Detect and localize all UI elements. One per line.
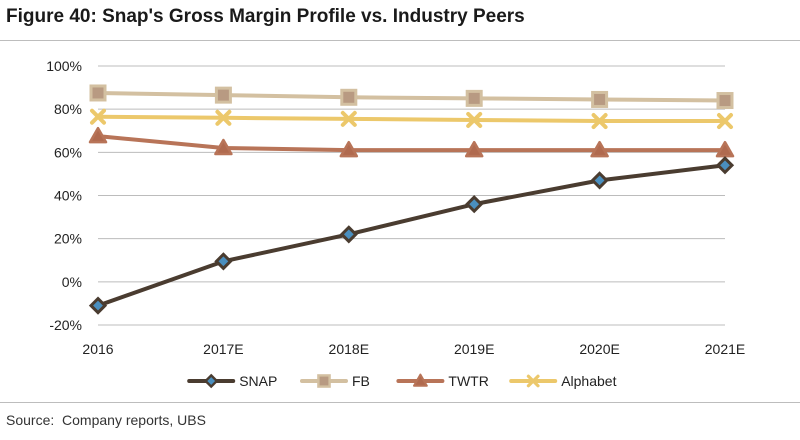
fb-point <box>89 84 107 102</box>
alphabet-point <box>215 109 232 126</box>
snap-point <box>88 296 108 315</box>
legend-swatch-marker <box>203 373 219 389</box>
alphabet-line <box>96 114 727 124</box>
y-tick-label: 0% <box>62 274 82 290</box>
y-tick-label: 40% <box>54 188 82 204</box>
snap-line <box>96 163 727 308</box>
twtr-point <box>464 140 484 158</box>
x-tick-label: 2016 <box>82 341 113 357</box>
fb-point <box>465 89 483 107</box>
legend-swatch-marker <box>317 374 331 388</box>
top-divider <box>0 40 800 41</box>
y-tick-label: -20% <box>49 317 82 333</box>
snap-point <box>590 171 609 190</box>
fb-point <box>591 90 609 108</box>
legend-item-snap: SNAP <box>187 373 277 389</box>
figure-title: Figure 40: Snap's Gross Margin Profile v… <box>6 6 525 27</box>
legend-swatch-marker <box>413 373 428 387</box>
legend-label: FB <box>352 373 370 389</box>
series-twtr <box>88 126 735 158</box>
alphabet-point <box>591 113 608 130</box>
legend-label: Alphabet <box>561 373 616 389</box>
snap-point <box>339 225 358 244</box>
series-alphabet <box>90 108 733 130</box>
alphabet-point <box>340 110 357 127</box>
snap-point <box>465 195 484 214</box>
series-fb <box>89 84 734 110</box>
legend-label: SNAP <box>239 373 277 389</box>
series-snap <box>88 156 735 315</box>
source-note: Source: Company reports, UBS <box>6 412 206 428</box>
y-tick-label: 20% <box>54 231 82 247</box>
alphabet-point <box>90 108 106 125</box>
legend-item-twtr: TWTR <box>396 373 489 389</box>
legend-item-alphabet: Alphabet <box>509 373 617 389</box>
bottom-divider <box>0 402 800 403</box>
alphabet-point <box>717 113 733 130</box>
x-tick-label: 2017E <box>203 341 243 357</box>
twtr-point <box>214 138 233 156</box>
fb-line <box>96 90 727 103</box>
twtr-point <box>339 140 359 158</box>
x-tick-label: 2018E <box>329 341 369 357</box>
legend-item-fb: FB <box>300 373 370 389</box>
x-tick-label: 2021E <box>705 341 745 357</box>
fb-point <box>716 92 734 110</box>
twtr-point <box>590 140 609 158</box>
legend-label: TWTR <box>448 373 488 389</box>
twtr-point <box>88 126 108 144</box>
legend-swatch-marker <box>526 374 540 388</box>
y-tick-label: 80% <box>54 101 82 117</box>
fb-point <box>214 86 232 104</box>
y-tick-label: 100% <box>46 58 82 74</box>
alphabet-point <box>466 111 483 128</box>
twtr-line <box>96 134 727 153</box>
fb-point <box>340 88 358 106</box>
x-tick-label: 2020E <box>579 341 619 357</box>
y-tick-label: 60% <box>54 144 82 160</box>
snap-point <box>214 252 233 271</box>
x-tick-label: 2019E <box>454 341 494 357</box>
snap-point <box>715 156 735 175</box>
